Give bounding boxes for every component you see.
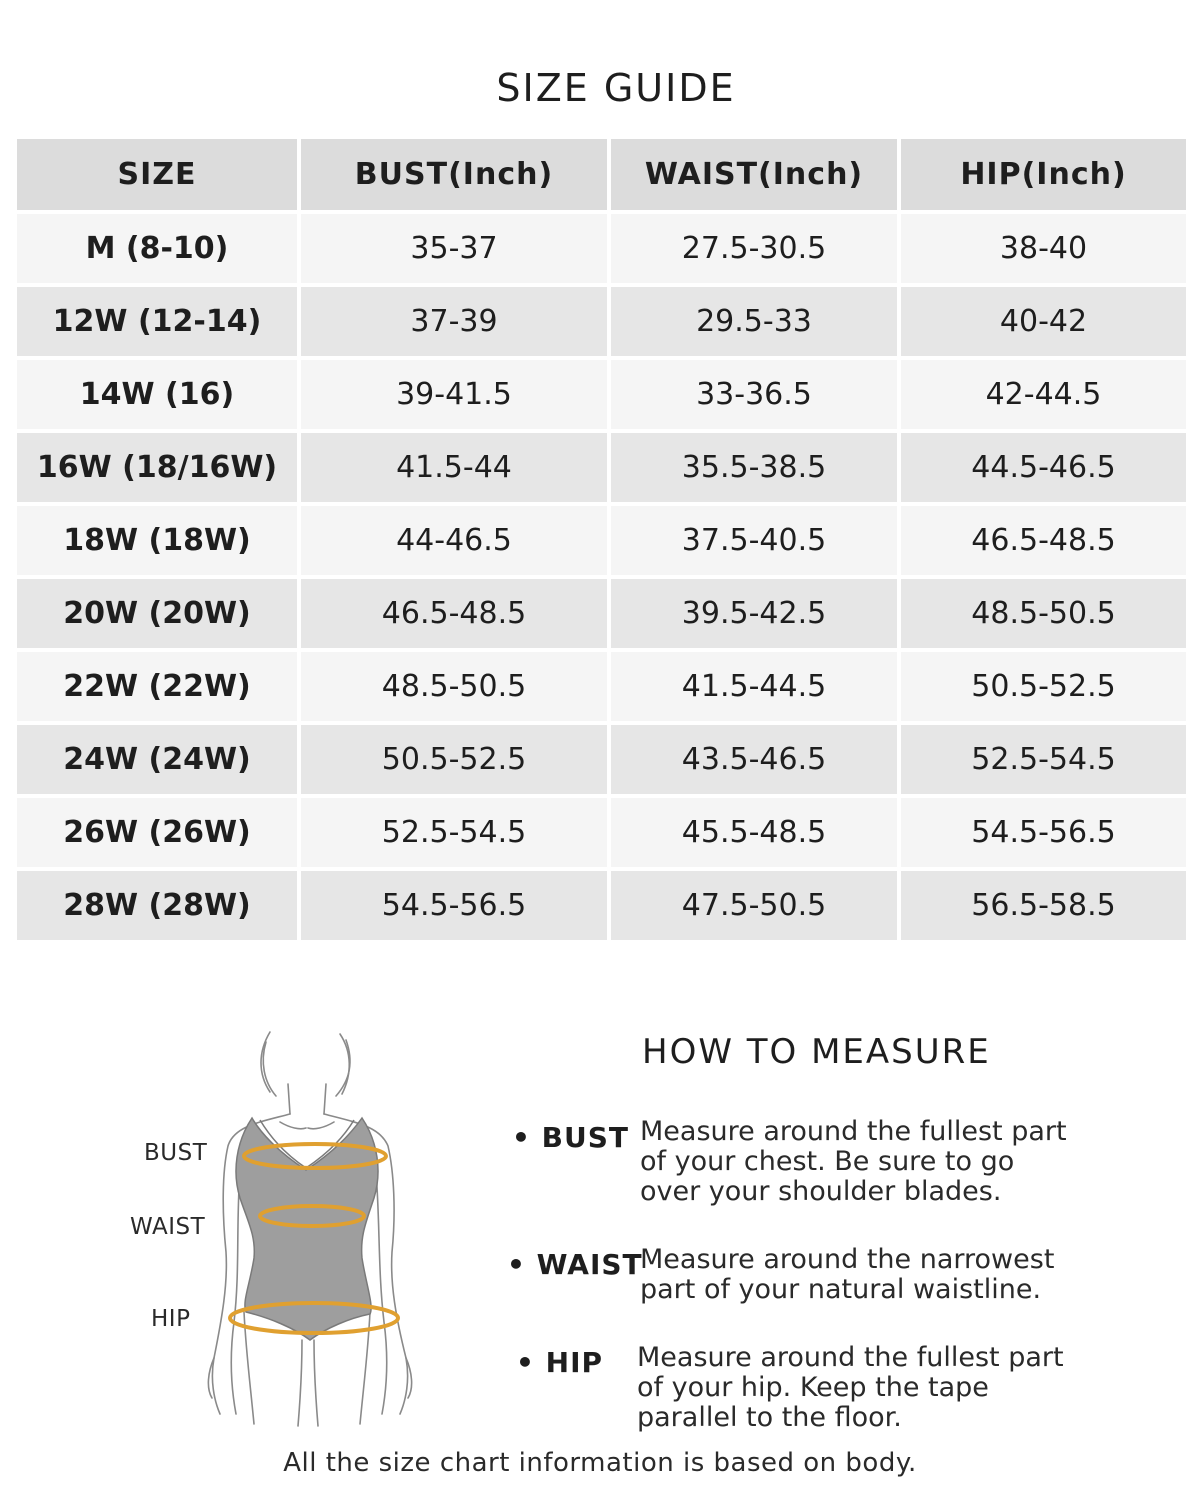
size-cell: 22W (22W) — [17, 650, 301, 725]
bust-bullet: • BUST — [512, 1121, 629, 1154]
hip-bullet: • HIP — [516, 1346, 604, 1379]
hip-cell: 54.5-56.5 — [899, 796, 1186, 871]
desc-line: of your hip. Keep the tape — [637, 1372, 989, 1403]
hip-cell: 40-42 — [899, 285, 1186, 360]
waist-cell: 27.5-30.5 — [609, 212, 901, 287]
hip-cell: 50.5-52.5 — [899, 650, 1186, 725]
desc-line: Measure around the fullest part — [640, 1116, 1067, 1147]
header-waist: WAIST(Inch) — [609, 139, 901, 214]
waist-description: Measure around the narrowest part of you… — [640, 1245, 1100, 1305]
table-row: 24W (24W) 50.5-52.5 43.5-46.5 52.5-54.5 — [17, 723, 1186, 798]
table-row: 14W (16) 39-41.5 33-36.5 42-44.5 — [17, 358, 1186, 433]
table-row: 18W (18W) 44-46.5 37.5-40.5 46.5-48.5 — [17, 504, 1186, 579]
waist-cell: 45.5-48.5 — [609, 796, 901, 871]
hip-cell: 46.5-48.5 — [899, 504, 1186, 579]
desc-line: Measure around the narrowest — [640, 1244, 1055, 1275]
table-row: 22W (22W) 48.5-50.5 41.5-44.5 50.5-52.5 — [17, 650, 1186, 725]
waist-cell: 47.5-50.5 — [609, 869, 901, 944]
size-cell: 26W (26W) — [17, 796, 301, 871]
waist-cell: 37.5-40.5 — [609, 504, 901, 579]
header-size: SIZE — [17, 139, 301, 214]
footnote: All the size chart information is based … — [283, 1448, 917, 1478]
size-table: SIZE BUST(Inch) WAIST(Inch) HIP(Inch) M … — [17, 139, 1186, 944]
desc-line: of your chest. Be sure to go — [640, 1146, 1015, 1177]
waist-bullet: • WAIST — [507, 1248, 643, 1281]
header-bust: BUST(Inch) — [299, 139, 611, 214]
waist-cell: 35.5-38.5 — [609, 431, 901, 506]
body-figure: BUST WAIST HIP — [130, 1022, 430, 1432]
hip-cell: 56.5-58.5 — [899, 869, 1186, 944]
size-cell: 20W (20W) — [17, 577, 301, 652]
waist-cell: 33-36.5 — [609, 358, 901, 433]
size-cell: 12W (12-14) — [17, 285, 301, 360]
size-cell: 14W (16) — [17, 358, 301, 433]
bust-cell: 52.5-54.5 — [299, 796, 611, 871]
hip-cell: 52.5-54.5 — [899, 723, 1186, 798]
bust-cell: 50.5-52.5 — [299, 723, 611, 798]
table-row: 12W (12-14) 37-39 29.5-33 40-42 — [17, 285, 1186, 360]
table-header-row: SIZE BUST(Inch) WAIST(Inch) HIP(Inch) — [17, 139, 1186, 214]
waist-cell: 43.5-46.5 — [609, 723, 901, 798]
bust-cell: 44-46.5 — [299, 504, 611, 579]
size-cell: 28W (28W) — [17, 869, 301, 944]
bust-cell: 48.5-50.5 — [299, 650, 611, 725]
how-to-measure-title: HOW TO MEASURE — [642, 1032, 991, 1072]
hip-cell: 42-44.5 — [899, 358, 1186, 433]
bust-cell: 46.5-48.5 — [299, 577, 611, 652]
size-cell: 16W (18/16W) — [17, 431, 301, 506]
bust-cell: 41.5-44 — [299, 431, 611, 506]
desc-line: Measure around the fullest part — [637, 1342, 1064, 1373]
figure-label-waist: WAIST — [130, 1214, 206, 1240]
page-title: SIZE GUIDE — [496, 66, 736, 110]
waist-cell: 29.5-33 — [609, 285, 901, 360]
hip-cell: 44.5-46.5 — [899, 431, 1186, 506]
figure-label-hip: HIP — [151, 1306, 191, 1332]
hip-cell: 48.5-50.5 — [899, 577, 1186, 652]
bust-description: Measure around the fullest part of your … — [640, 1117, 1100, 1207]
waist-cell: 39.5-42.5 — [609, 577, 901, 652]
size-cell: M (8-10) — [17, 212, 301, 287]
body-illustration-icon — [207, 1031, 413, 1427]
desc-line: parallel to the floor. — [637, 1402, 902, 1433]
table-row: 28W (28W) 54.5-56.5 47.5-50.5 56.5-58.5 — [17, 869, 1186, 944]
hip-description: Measure around the fullest part of your … — [637, 1343, 1097, 1433]
hip-cell: 38-40 — [899, 212, 1186, 287]
bust-cell: 37-39 — [299, 285, 611, 360]
table-row: 26W (26W) 52.5-54.5 45.5-48.5 54.5-56.5 — [17, 796, 1186, 871]
table-row: 16W (18/16W) 41.5-44 35.5-38.5 44.5-46.5 — [17, 431, 1186, 506]
bust-cell: 35-37 — [299, 212, 611, 287]
waist-cell: 41.5-44.5 — [609, 650, 901, 725]
size-cell: 24W (24W) — [17, 723, 301, 798]
bust-cell: 54.5-56.5 — [299, 869, 611, 944]
desc-line: part of your natural waistline. — [640, 1274, 1042, 1305]
figure-label-bust: BUST — [144, 1140, 208, 1166]
header-hip: HIP(Inch) — [899, 139, 1186, 214]
table-row: 20W (20W) 46.5-48.5 39.5-42.5 48.5-50.5 — [17, 577, 1186, 652]
bust-cell: 39-41.5 — [299, 358, 611, 433]
size-cell: 18W (18W) — [17, 504, 301, 579]
table-row: M (8-10) 35-37 27.5-30.5 38-40 — [17, 212, 1186, 287]
desc-line: over your shoulder blades. — [640, 1176, 1002, 1207]
